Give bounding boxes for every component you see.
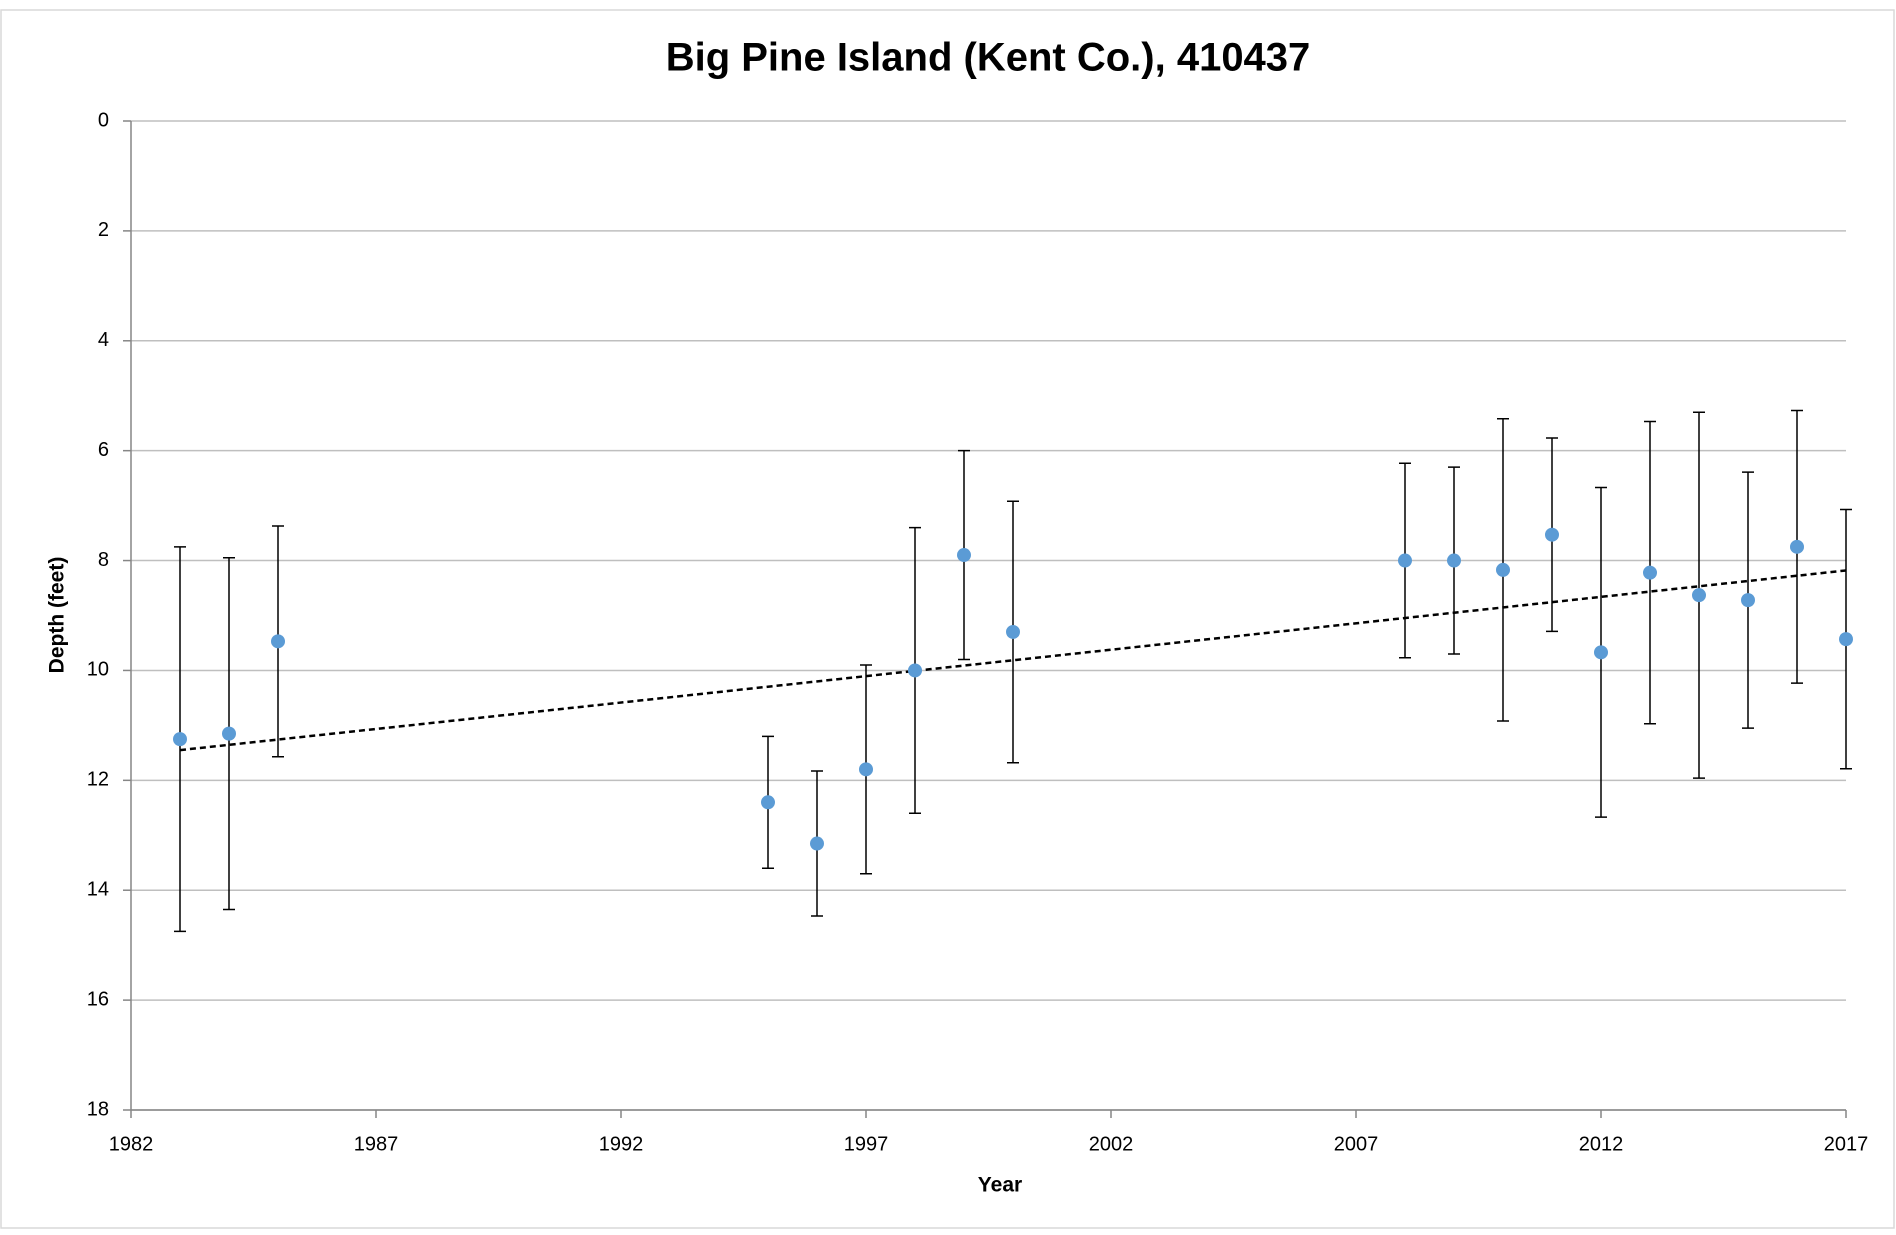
data-point (1398, 553, 1412, 568)
data-point (957, 548, 971, 563)
data-point (1006, 624, 1020, 639)
chart-border (0, 9, 1895, 1229)
y-tick-label: 0 (98, 109, 109, 131)
y-tick-label: 18 (87, 1098, 109, 1120)
y-tick-label: 6 (98, 439, 109, 461)
chart-title: Big Pine Island (Kent Co.), 410437 (666, 36, 1311, 80)
data-point (908, 663, 922, 678)
x-tick-label: 1997 (844, 1133, 889, 1155)
x-tick-label: 2007 (1334, 1133, 1379, 1155)
x-tick-label: 2017 (1824, 1133, 1869, 1155)
data-point (173, 732, 187, 747)
y-tick-label: 2 (98, 219, 109, 241)
y-tick-label: 4 (98, 329, 109, 351)
data-point (1741, 593, 1755, 608)
x-tick-label: 1987 (354, 1133, 399, 1155)
data-point (1790, 539, 1804, 554)
x-tick-label: 2012 (1579, 1133, 1624, 1155)
data-point (1692, 588, 1706, 603)
data-point (1643, 565, 1657, 580)
data-point (1545, 527, 1559, 542)
data-point (1594, 645, 1608, 660)
data-point (761, 795, 775, 810)
data-point (1839, 632, 1853, 647)
y-tick-label: 12 (87, 769, 109, 791)
y-tick-label: 14 (87, 879, 109, 901)
data-point (222, 726, 236, 741)
data-point (859, 762, 873, 777)
y-tick-label: 8 (98, 549, 109, 571)
data-point (1496, 562, 1510, 577)
y-tick-label: 16 (87, 988, 109, 1010)
y-axis-label: Depth (feet) (46, 557, 69, 674)
data-point (810, 836, 824, 851)
data-point (1447, 553, 1461, 568)
x-tick-label: 1982 (109, 1133, 154, 1155)
x-tick-label: 1992 (599, 1133, 644, 1155)
y-tick-label: 10 (87, 659, 109, 681)
data-point (271, 634, 285, 649)
x-tick-label: 2002 (1089, 1133, 1134, 1155)
x-axis-label: Year (978, 1174, 1022, 1197)
